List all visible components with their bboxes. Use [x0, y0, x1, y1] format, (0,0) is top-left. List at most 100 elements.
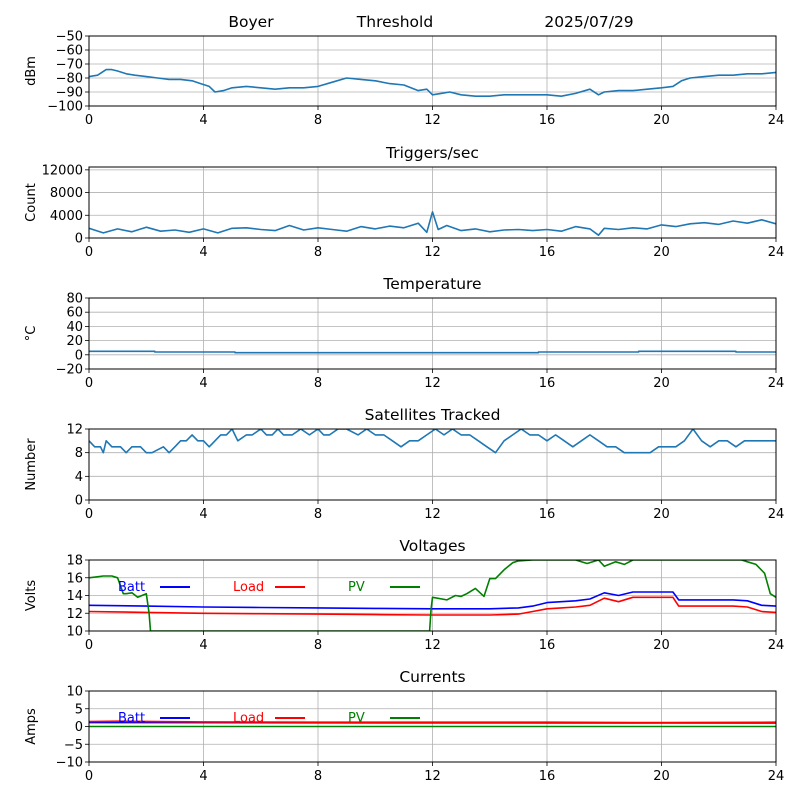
- header-site: Boyer: [228, 13, 274, 31]
- x-tick-label: 12: [424, 376, 441, 391]
- x-tick-label: 4: [199, 113, 207, 128]
- y-tick-label: 14: [66, 589, 83, 604]
- x-tick-label: 4: [199, 507, 207, 522]
- chart-title: Triggers/sec: [385, 144, 479, 162]
- y-axis-label: Volts: [24, 580, 39, 612]
- x-tick-label: 8: [314, 113, 322, 128]
- series-line-temperature: [89, 350, 776, 354]
- y-axis-label: °C: [24, 326, 39, 342]
- x-tick-label: 0: [85, 507, 93, 522]
- y-tick-label: 12: [66, 423, 83, 438]
- x-tick-label: 16: [539, 113, 556, 128]
- x-tick-label: 24: [768, 507, 785, 522]
- x-tick-label: 12: [424, 638, 441, 653]
- y-tick-label: 18: [66, 554, 83, 569]
- legend-label: Batt: [118, 711, 145, 726]
- y-tick-label: 80: [66, 292, 83, 307]
- y-tick-label: 20: [66, 334, 83, 349]
- legend-label: Batt: [118, 580, 145, 595]
- y-tick-label: −90: [56, 86, 83, 101]
- chart-title: Voltages: [399, 537, 465, 555]
- y-tick-label: −5: [64, 738, 83, 753]
- x-tick-label: 0: [85, 638, 93, 653]
- x-tick-label: 0: [85, 376, 93, 391]
- x-tick-label: 24: [768, 638, 785, 653]
- panel-triggers: 0 4 8 12 16 20 24 0 4000 8000 12000 Triggers/sec Cou…: [24, 144, 784, 260]
- x-tick-label: 12: [424, 245, 441, 260]
- x-tick-label: 8: [314, 769, 322, 784]
- series-line-load: [89, 720, 776, 724]
- series-line-load: [89, 596, 776, 616]
- x-tick-label: 8: [314, 507, 322, 522]
- y-tick-label: −100: [47, 100, 83, 115]
- x-tick-label: 0: [85, 245, 93, 260]
- y-axis-label: Number: [24, 438, 39, 491]
- y-tick-label: 40: [66, 320, 83, 335]
- x-tick-label: 4: [199, 376, 207, 391]
- x-tick-label: 12: [424, 507, 441, 522]
- y-tick-label: 8000: [50, 186, 83, 201]
- x-tick-label: 4: [199, 769, 207, 784]
- x-tick-label: 20: [653, 245, 670, 260]
- y-axis-label: Count: [24, 183, 39, 222]
- y-tick-label: −50: [56, 30, 83, 45]
- y-tick-label: 12000: [42, 163, 83, 178]
- x-tick-label: 16: [539, 245, 556, 260]
- x-tick-label: 20: [653, 376, 670, 391]
- y-tick-label: 0: [75, 232, 83, 247]
- y-axis-label: dBm: [24, 56, 39, 86]
- x-tick-label: 20: [653, 507, 670, 522]
- x-tick-label: 16: [539, 769, 556, 784]
- y-tick-label: −60: [56, 44, 83, 59]
- legend-label: PV: [348, 711, 365, 726]
- series-line-batt: [89, 591, 776, 610]
- x-tick-label: 24: [768, 113, 785, 128]
- y-tick-label: 4000: [50, 209, 83, 224]
- x-tick-label: 12: [424, 769, 441, 784]
- y-tick-label: −70: [56, 58, 83, 73]
- y-tick-label: 12: [66, 607, 83, 622]
- panel-satellites: 0 4 8 12 16 20 24 0 4 8 12 Satellites Tracked Number: [24, 406, 784, 522]
- chart-title: Satellites Tracked: [365, 406, 501, 424]
- legend-label: Load: [233, 580, 264, 595]
- series-line-satellites: [89, 429, 776, 454]
- series-line-pv: [89, 560, 776, 631]
- x-tick-label: 24: [768, 245, 785, 260]
- y-tick-label: 8: [75, 446, 83, 461]
- series-line-threshold: [89, 68, 776, 97]
- x-tick-label: 4: [199, 638, 207, 653]
- x-tick-label: 24: [768, 769, 785, 784]
- header-date: 2025/07/29: [544, 13, 633, 31]
- y-tick-label: 10: [66, 625, 83, 640]
- y-tick-label: 16: [66, 571, 83, 586]
- y-tick-label: −10: [56, 756, 83, 771]
- panel-currents: 0 4 8 12 16 20 24 −10 −5 0 5 10 Currents Amps Batt Load…: [24, 668, 784, 784]
- chart-title: Currents: [399, 668, 465, 686]
- panel-threshold: 0 4 8 12 16 20 24 −100−90−80−70−60−50 dBm: [24, 30, 784, 129]
- x-tick-label: 16: [539, 507, 556, 522]
- x-tick-label: 16: [539, 638, 556, 653]
- y-axis-label: Amps: [24, 708, 39, 745]
- legend-label: PV: [348, 580, 365, 595]
- y-tick-label: −20: [56, 363, 83, 378]
- y-tick-label: 60: [66, 306, 83, 321]
- x-tick-label: 20: [653, 113, 670, 128]
- series-line-triggers: [89, 211, 776, 236]
- x-tick-label: 8: [314, 376, 322, 391]
- x-tick-label: 20: [653, 638, 670, 653]
- panel-voltages: 0 4 8 12 16 20 24 10 12 14 16 18 Voltages Volts Batt Lo…: [24, 537, 784, 653]
- y-tick-label: 0: [75, 494, 83, 509]
- y-tick-label: 10: [66, 685, 83, 700]
- x-tick-label: 20: [653, 769, 670, 784]
- x-tick-label: 8: [314, 638, 322, 653]
- y-tick-label: 5: [75, 702, 83, 717]
- x-tick-label: 16: [539, 376, 556, 391]
- y-tick-label: 0: [75, 348, 83, 363]
- y-tick-label: −80: [56, 72, 83, 87]
- x-tick-label: 4: [199, 245, 207, 260]
- x-tick-label: 8: [314, 245, 322, 260]
- x-tick-label: 0: [85, 769, 93, 784]
